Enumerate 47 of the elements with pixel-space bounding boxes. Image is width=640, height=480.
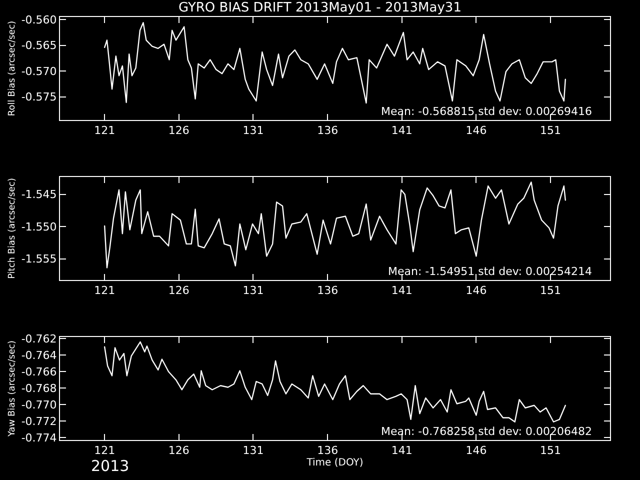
x-tick-label: 136 — [317, 124, 338, 138]
y-axis-title: Pitch Bias (arcsec/sec) — [8, 178, 18, 279]
x-tick-label: 146 — [466, 124, 487, 138]
x-tick-label: 146 — [466, 444, 487, 458]
x-tick-label: 131 — [242, 284, 264, 298]
x-tick-label: 121 — [94, 444, 116, 458]
x-tick-label: 141 — [391, 444, 412, 458]
x-tick-label: 151 — [540, 124, 562, 138]
x-tick-label: 131 — [242, 444, 264, 458]
x-tick-label: 146 — [466, 284, 487, 298]
y-tick-label: -0.570 — [21, 64, 57, 78]
annotation: Mean: -0.568815 std dev: 0.00269416 — [381, 105, 592, 118]
line-series — [104, 22, 566, 104]
annotation: Mean: -1.54951 std dev: 0.00254214 — [388, 265, 592, 278]
x-tick-label: 141 — [391, 124, 412, 138]
x-tick-label: 136 — [317, 444, 338, 458]
y-axis-title: Yaw Bias (arcsec/sec) — [8, 340, 18, 438]
y-tick-label: -0.762 — [21, 332, 57, 346]
x-tick-label: 121 — [94, 124, 116, 138]
x-axis-title: Time (DOY) — [306, 458, 364, 469]
line-series — [104, 341, 566, 422]
line-series — [104, 182, 566, 268]
text: 2013 — [91, 457, 130, 475]
y-tick-label: -0.768 — [21, 382, 57, 395]
x-tick-label: 141 — [391, 284, 412, 298]
y-tick-label: -0.764 — [21, 348, 57, 362]
y-axis-title: Roll Bias (arcsec/sec) — [8, 20, 18, 116]
y-tick-label: -1.555 — [21, 252, 57, 266]
x-tick-label: 121 — [94, 284, 116, 298]
y-tick-label: -0.560 — [21, 13, 57, 26]
y-tick-label: -0.770 — [21, 398, 57, 412]
x-tick-label: 136 — [317, 284, 338, 298]
y-tick-label: -0.575 — [21, 90, 57, 104]
x-tick-label: 126 — [168, 444, 190, 458]
x-tick-label: 151 — [540, 284, 562, 298]
x-tick-label: 151 — [540, 444, 562, 458]
annotation: Mean: -0.768258 std dev: 0.00206482 — [381, 425, 592, 438]
y-tick-label: -0.772 — [21, 414, 57, 428]
x-tick-label: 131 — [242, 124, 264, 138]
chart-title: GYRO BIAS DRIFT 2013May01 - 2013May31 — [178, 0, 462, 16]
y-tick-label: -0.766 — [21, 365, 57, 378]
x-tick-label: 126 — [168, 284, 190, 298]
y-tick-label: -1.545 — [21, 188, 57, 202]
y-tick-label: -1.550 — [21, 220, 57, 234]
y-tick-label: -0.565 — [21, 39, 57, 52]
y-tick-label: -0.774 — [21, 431, 57, 444]
x-tick-label: 126 — [168, 124, 190, 138]
